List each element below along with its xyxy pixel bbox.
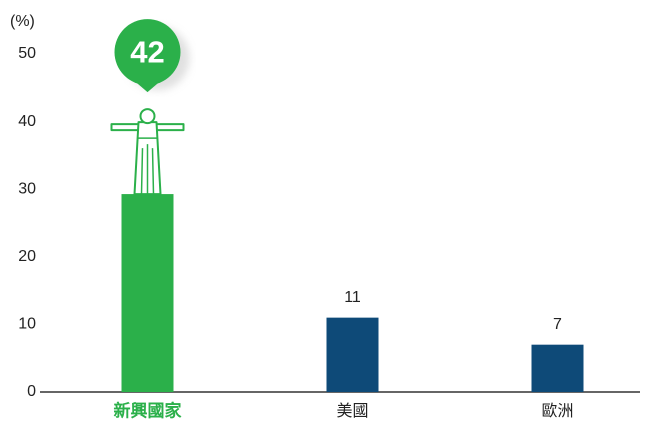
value-label: 42 (130, 34, 164, 69)
bar-base (122, 194, 174, 392)
bar (112, 109, 184, 392)
x-tick-label: 美國 (336, 402, 368, 420)
bar (327, 318, 379, 392)
y-unit: (%) (10, 13, 35, 30)
y-tick-label: 30 (18, 180, 36, 197)
y-tick-label: 10 (18, 316, 36, 333)
y-tick-label: 0 (27, 383, 36, 400)
bar (532, 345, 584, 392)
y-tick-label: 50 (18, 45, 36, 62)
value-label: 7 (553, 316, 562, 333)
x-tick-label: 新興國家 (114, 400, 182, 420)
chart: (%) 0 10 20 30 40 50 新興國家 42 美國 11 歐洲 7 (0, 0, 654, 424)
x-tick-label: 歐洲 (541, 402, 573, 420)
value-label: 11 (344, 289, 361, 306)
y-tick-label: 40 (18, 113, 36, 130)
statue (112, 109, 184, 194)
statue-head (141, 109, 155, 123)
y-tick-label: 20 (18, 248, 36, 265)
